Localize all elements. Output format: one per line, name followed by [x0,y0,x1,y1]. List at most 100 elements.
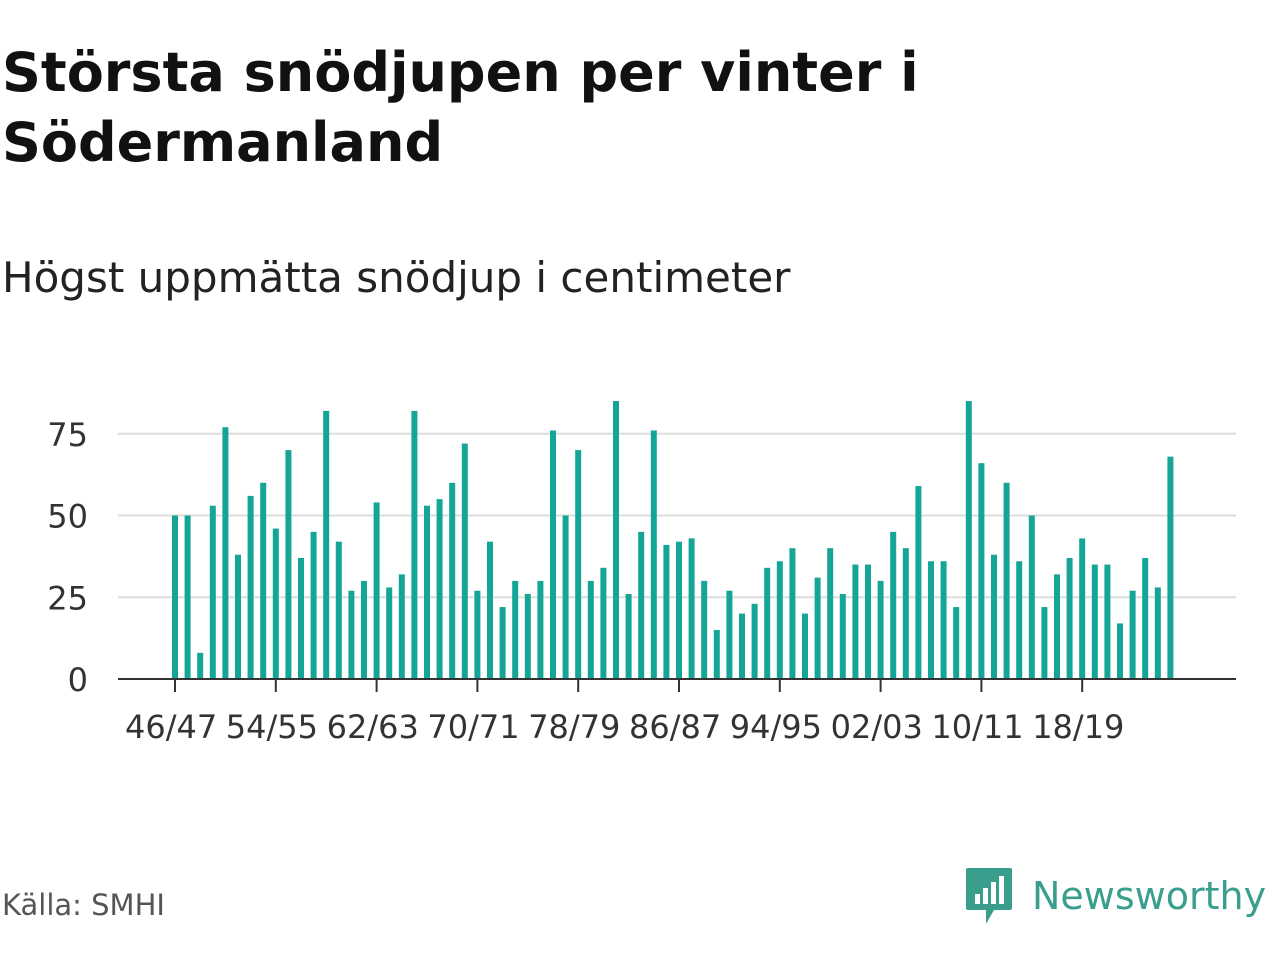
bar[interactable] [386,587,393,679]
bar[interactable] [1028,515,1035,680]
bar[interactable] [361,580,367,679]
bar[interactable] [1079,538,1086,679]
bar[interactable] [827,548,834,679]
bar[interactable] [1129,590,1136,679]
bar[interactable] [449,482,456,679]
bar[interactable] [247,495,254,679]
bar[interactable] [562,515,569,680]
bar[interactable] [865,564,871,679]
bar[interactable] [197,652,204,679]
bar[interactable] [524,593,531,679]
bar[interactable] [310,531,317,679]
bar[interactable] [323,410,330,679]
bar[interactable] [600,567,607,679]
bar[interactable] [587,580,594,679]
bar[interactable] [978,463,985,679]
x-tick-label: 70/71 [427,708,519,746]
bar[interactable] [852,564,859,679]
x-tick-label: 86/87 [629,708,721,746]
y-tick-label: 25 [47,579,88,617]
bar[interactable] [398,574,405,679]
x-tick-label: 18/19 [1032,708,1124,746]
bar[interactable] [550,430,556,679]
bar[interactable] [285,450,292,679]
x-tick-label: 78/79 [528,708,620,746]
bar[interactable] [1003,482,1010,679]
bar[interactable] [613,401,619,679]
bar[interactable] [512,580,519,679]
bar[interactable] [424,505,430,679]
bar[interactable] [802,613,808,679]
bar[interactable] [650,430,657,679]
source-note: Källa: SMHI [2,888,165,922]
bar[interactable] [953,607,960,679]
brand-name: Newsworthy [1032,874,1267,918]
bar[interactable] [839,593,846,679]
bar[interactable] [688,538,695,679]
bar[interactable] [764,567,771,679]
bar[interactable] [1054,574,1060,679]
bar[interactable] [625,593,632,679]
x-tick-label: 10/11 [931,708,1023,746]
y-axis-ticks: 0 25 50 75 [47,416,88,699]
bar[interactable] [902,548,909,679]
bar[interactable] [638,531,645,679]
chart-subtitle: Högst uppmätta snödjup i centimeter [2,253,791,302]
bar[interactable] [1154,587,1161,679]
y-tick-label: 0 [68,661,88,699]
bar[interactable] [751,603,758,679]
bar[interactable] [965,401,972,679]
bars [172,401,1174,680]
bar[interactable] [1142,558,1149,679]
bar[interactable] [1041,607,1048,679]
bar[interactable] [411,410,418,679]
bar[interactable] [209,505,216,679]
bar[interactable] [373,502,380,679]
bar[interactable] [537,580,544,679]
bar[interactable] [461,443,468,679]
x-tick-label: 94/95 [730,708,822,746]
bar[interactable] [739,613,745,679]
brand-logo[interactable]: Newsworthy [964,866,1266,926]
bar[interactable] [335,541,342,679]
x-axis-ticks: 46/47 54/55 62/63 70/71 78/79 86/87 94/95 02/03… [125,679,1124,746]
bar[interactable] [499,607,506,679]
bar[interactable] [726,590,733,679]
bar[interactable] [235,554,241,679]
bar[interactable] [663,544,670,679]
bar[interactable] [814,577,821,679]
bar[interactable] [991,554,997,679]
bar[interactable] [575,450,582,679]
newsworthy-chart-bubble-icon [966,868,1012,924]
bar[interactable] [701,580,708,679]
x-tick-label: 62/63 [327,708,419,746]
bar[interactable] [348,590,355,679]
bar[interactable] [260,482,267,679]
bar[interactable] [928,561,934,679]
bar[interactable] [713,629,720,679]
bar[interactable] [436,499,443,679]
bar[interactable] [1066,558,1073,679]
bar[interactable] [474,590,481,679]
bar[interactable] [1167,456,1174,679]
bar[interactable] [877,580,884,679]
bar[interactable] [222,427,229,679]
y-tick-label: 50 [47,498,88,536]
bar[interactable] [1016,561,1023,679]
bar[interactable] [298,558,304,679]
x-tick-label: 54/55 [226,708,318,746]
bar[interactable] [487,541,493,679]
bar[interactable] [272,528,279,679]
bar[interactable] [789,548,796,679]
bar[interactable] [1104,564,1111,679]
bar[interactable] [676,541,682,679]
bar[interactable] [890,531,897,679]
bar[interactable] [776,561,783,679]
bar[interactable] [940,561,947,679]
bar[interactable] [1117,623,1123,679]
bar[interactable] [915,486,922,679]
bar[interactable] [172,515,178,680]
bar[interactable] [184,515,191,680]
bar[interactable] [1091,564,1098,679]
